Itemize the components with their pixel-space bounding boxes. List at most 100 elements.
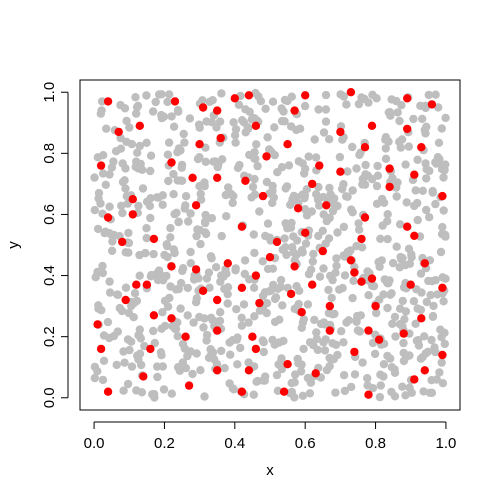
background-point bbox=[422, 122, 431, 131]
background-point bbox=[202, 336, 211, 345]
background-point bbox=[346, 246, 355, 255]
highlight-point bbox=[139, 372, 148, 381]
background-point bbox=[343, 192, 352, 201]
background-point bbox=[181, 192, 191, 201]
background-point bbox=[282, 182, 292, 191]
background-point bbox=[113, 327, 123, 336]
background-point bbox=[159, 385, 169, 394]
background-point bbox=[98, 375, 108, 385]
background-point bbox=[165, 293, 174, 303]
x-tick-label: 0.8 bbox=[365, 435, 386, 452]
background-point bbox=[241, 128, 250, 137]
y-axis-label: y bbox=[5, 241, 22, 249]
background-point bbox=[437, 358, 446, 367]
y-tick-label: 1.0 bbox=[41, 82, 58, 103]
background-point bbox=[124, 308, 134, 318]
background-point bbox=[328, 339, 337, 348]
highlight-point bbox=[103, 213, 113, 222]
background-point bbox=[127, 139, 137, 149]
background-point bbox=[200, 392, 209, 401]
background-point bbox=[231, 266, 240, 275]
background-point bbox=[206, 252, 216, 261]
highlight-point bbox=[237, 387, 247, 396]
background-point bbox=[121, 248, 130, 257]
background-point bbox=[215, 316, 225, 326]
highlight-point bbox=[170, 97, 180, 106]
highlight-point bbox=[286, 289, 296, 299]
background-point bbox=[395, 220, 405, 229]
background-point bbox=[262, 308, 271, 318]
background-point bbox=[422, 297, 431, 307]
highlight-point bbox=[438, 191, 447, 201]
background-point bbox=[142, 91, 151, 100]
background-point bbox=[274, 360, 283, 369]
highlight-point bbox=[146, 344, 155, 354]
background-point bbox=[130, 289, 140, 298]
highlight-point bbox=[367, 121, 377, 130]
background-point bbox=[338, 184, 347, 194]
background-point bbox=[215, 117, 225, 126]
background-point bbox=[153, 372, 162, 382]
background-point bbox=[419, 387, 428, 396]
background-point bbox=[230, 131, 240, 140]
background-point bbox=[393, 178, 402, 187]
background-point bbox=[272, 370, 282, 380]
background-point bbox=[276, 282, 285, 292]
highlight-point bbox=[360, 213, 370, 222]
background-point bbox=[344, 316, 353, 325]
background-point bbox=[431, 158, 440, 167]
background-point bbox=[383, 217, 392, 226]
background-point bbox=[250, 174, 259, 184]
background-point bbox=[422, 174, 431, 183]
background-point bbox=[405, 383, 414, 392]
background-point bbox=[198, 96, 207, 105]
background-point bbox=[157, 351, 166, 360]
background-point bbox=[379, 360, 389, 369]
background-point bbox=[281, 243, 290, 252]
background-point bbox=[120, 358, 129, 367]
background-point bbox=[103, 317, 113, 327]
background-point bbox=[111, 147, 121, 156]
y-tick-label: 0.0 bbox=[41, 387, 58, 408]
background-point bbox=[302, 211, 312, 220]
background-point bbox=[289, 248, 298, 257]
background-point bbox=[427, 335, 436, 345]
background-point bbox=[253, 161, 262, 171]
background-point bbox=[255, 306, 265, 315]
background-point bbox=[333, 350, 342, 360]
highlight-point bbox=[167, 314, 176, 323]
highlight-point bbox=[325, 301, 334, 311]
background-point bbox=[299, 315, 308, 324]
background-point bbox=[180, 138, 189, 147]
highlight-point bbox=[241, 176, 250, 185]
background-point bbox=[297, 323, 306, 332]
background-point bbox=[396, 252, 405, 262]
highlight-point bbox=[318, 246, 327, 256]
highlight-point bbox=[325, 326, 334, 335]
highlight-point bbox=[262, 152, 271, 161]
background-point bbox=[133, 148, 142, 157]
background-point bbox=[414, 336, 423, 345]
background-point bbox=[434, 138, 444, 147]
highlight-point bbox=[128, 195, 137, 204]
background-point bbox=[258, 291, 268, 301]
background-point bbox=[440, 339, 449, 349]
background-point bbox=[127, 362, 137, 371]
background-point bbox=[149, 326, 158, 336]
background-point bbox=[368, 384, 378, 393]
background-point bbox=[399, 348, 408, 358]
background-point bbox=[268, 97, 278, 106]
background-point bbox=[237, 313, 246, 322]
background-point bbox=[282, 250, 291, 260]
background-point bbox=[125, 123, 134, 132]
background-point bbox=[273, 168, 282, 177]
background-point bbox=[298, 248, 307, 257]
y-axis: 0.0 0.2 0.4 0.6 0.8 1.0 bbox=[41, 82, 69, 408]
background-point bbox=[404, 142, 413, 151]
background-point bbox=[234, 100, 244, 110]
background-point bbox=[319, 264, 328, 273]
background-point bbox=[250, 148, 259, 157]
background-point bbox=[281, 219, 290, 228]
background-point bbox=[233, 360, 242, 369]
